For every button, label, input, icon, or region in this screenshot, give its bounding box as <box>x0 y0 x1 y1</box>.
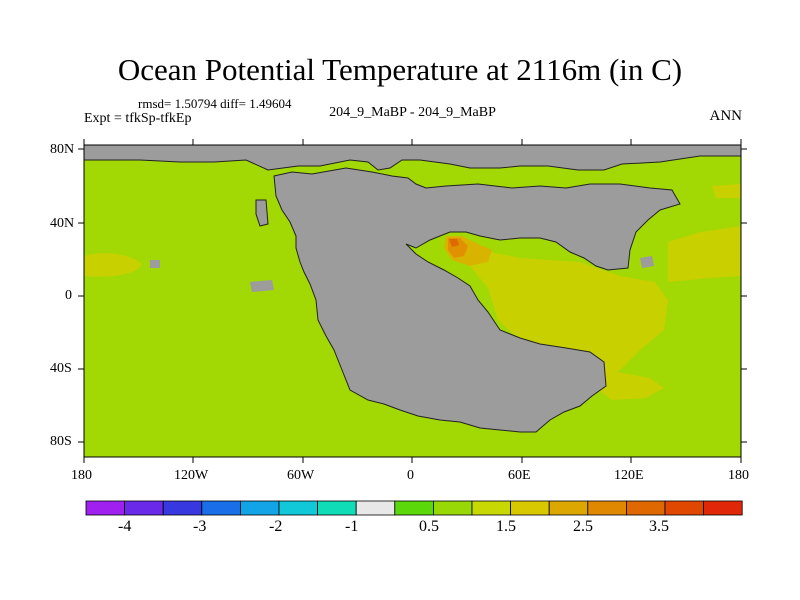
colorbar-box <box>471 500 511 516</box>
lon-tick-label: 120E <box>614 468 644 483</box>
warm-region-mediterranean-peak <box>449 239 459 247</box>
colorbar-box <box>355 500 396 516</box>
axis-ticks <box>78 139 747 463</box>
map-title: Ocean Potential Temperature at 2116m (in… <box>117 52 683 87</box>
land-island-1 <box>250 280 274 292</box>
land-north-america-eurasia <box>273 167 681 433</box>
experiment-label: Expt = tfkSp-tfkEp <box>84 111 192 126</box>
warm-region-north-pacific <box>712 184 741 198</box>
lon-tick-label: 180 <box>71 468 92 483</box>
lon-tick-label: 60W <box>287 468 315 483</box>
colorbar-box <box>239 500 280 516</box>
lat-tick-label: 40N <box>50 216 75 231</box>
land-island-2 <box>640 256 654 268</box>
case-label: 204_9_MaBP - 204_9_MaBP <box>329 105 496 120</box>
colorbar-box <box>703 500 743 516</box>
colorbar-box <box>85 500 125 516</box>
season-label: ANN <box>709 108 743 124</box>
warm-region-west-pacific <box>668 226 741 282</box>
colorbar-box <box>664 500 704 516</box>
colorbar-box <box>278 500 318 516</box>
colorbar-box <box>201 500 241 516</box>
colorbar-box <box>432 500 473 516</box>
colorbar-label: 2.5 <box>573 518 593 535</box>
stats-label: rmsd= 1.50794 diff= 1.49604 <box>138 96 292 111</box>
lon-tick-label: 180 <box>728 468 749 483</box>
land-island-3 <box>150 260 160 268</box>
land-west-coast-island <box>255 199 269 227</box>
lat-tick-label: 80N <box>50 142 75 157</box>
lat-tick-label: 40S <box>50 361 72 376</box>
warm-region-indian-ocean <box>452 244 668 400</box>
lon-tick-label: 120W <box>174 468 209 483</box>
colorbar-box <box>587 500 627 516</box>
colorbar-label: -3 <box>193 518 207 535</box>
colorbar-label: -2 <box>269 518 283 535</box>
colorbar-box <box>626 500 666 516</box>
map-panel <box>83 144 742 458</box>
colorbar-box <box>510 500 550 516</box>
land-arctic <box>83 144 742 171</box>
colorbar-box <box>162 500 203 516</box>
colorbar-label: 0.5 <box>419 518 439 535</box>
colorbar-label: 1.5 <box>496 518 516 535</box>
colorbar-label: 3.5 <box>649 518 669 535</box>
colorbar-label: -1 <box>345 518 359 535</box>
colorbar-label: -4 <box>118 518 132 535</box>
colorbar-box <box>394 500 434 516</box>
warm-region-east-pacific <box>84 253 142 277</box>
colorbar <box>85 500 743 516</box>
colorbar-box <box>548 500 589 516</box>
lon-tick-label: 60E <box>508 468 531 483</box>
colorbar-box <box>317 500 357 516</box>
colorbar-box <box>124 500 164 516</box>
lat-tick-label: 80S <box>50 434 72 449</box>
lon-tick-label: 0 <box>407 468 414 483</box>
lat-tick-label: 0 <box>65 288 72 303</box>
